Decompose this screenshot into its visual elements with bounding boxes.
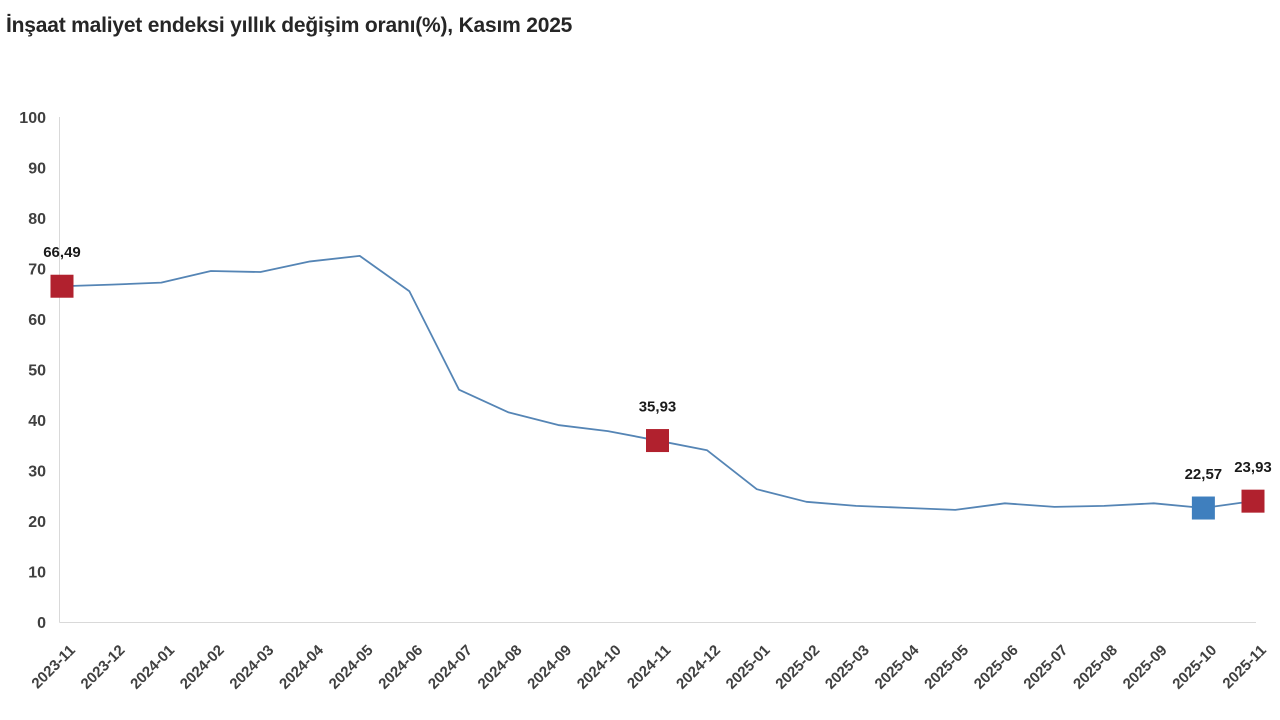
x-axis-tick-label: 2024-07 xyxy=(425,642,476,693)
y-axis-tick-label: 90 xyxy=(28,161,46,178)
data-label-2023-11: 66,49 xyxy=(43,244,81,261)
y-axis-tick-label: 100 xyxy=(19,110,46,127)
x-axis-tick-label: 2024-09 xyxy=(524,642,575,693)
highlight-marker-2025-10 xyxy=(1191,496,1215,520)
y-axis-tick-label: 60 xyxy=(28,312,46,329)
y-axis-tick-label: 40 xyxy=(28,413,46,430)
x-axis-tick-label: 2024-01 xyxy=(127,642,178,693)
x-axis-tick-label: 2024-06 xyxy=(375,642,426,693)
highlight-marker-2023-11 xyxy=(50,274,74,298)
series-line xyxy=(61,254,1254,511)
x-axis-tick-label: 2024-10 xyxy=(574,642,625,693)
x-axis-tick-label: 2023-11 xyxy=(28,642,78,692)
x-axis-tick-label: 2025-01 xyxy=(723,642,774,693)
x-axis-tick-label: 2024-03 xyxy=(226,642,277,693)
x-axis-tick-label: 2024-11 xyxy=(624,642,674,692)
x-axis-tick-label: 2025-04 xyxy=(871,641,922,692)
data-label-2025-10: 22,57 xyxy=(1185,466,1223,483)
data-label-2024-11: 35,93 xyxy=(639,399,677,416)
y-axis-tick-label: 20 xyxy=(28,514,46,531)
x-axis-tick-label: 2024-02 xyxy=(177,642,228,693)
x-axis-tick-label: 2025-03 xyxy=(822,642,873,693)
data-label-2025-11: 23,93 xyxy=(1234,459,1272,476)
y-axis-tick-label: 80 xyxy=(28,211,46,228)
x-axis-tick-label: 2024-05 xyxy=(326,642,377,693)
x-axis-tick-label: 2024-12 xyxy=(673,642,724,693)
x-axis-tick-label: 2025-02 xyxy=(772,642,823,693)
x-axis-tick-label: 2025-09 xyxy=(1120,642,1171,693)
x-axis-tick-label: 2025-05 xyxy=(921,642,972,693)
x-axis-tick-label: 2024-08 xyxy=(474,642,525,693)
y-axis-tick-label: 30 xyxy=(28,464,46,481)
x-axis-tick-label: 2024-04 xyxy=(276,641,327,692)
x-axis-tick-label: 2025-11 xyxy=(1219,642,1269,692)
y-axis-tick-label: 0 xyxy=(37,615,46,632)
y-axis-tick-label: 10 xyxy=(28,565,46,582)
x-axis-tick-label: 2025-10 xyxy=(1169,642,1220,693)
highlight-marker-2025-11 xyxy=(1241,489,1265,513)
x-axis-tick-label: 2023-12 xyxy=(77,642,128,693)
x-axis-tick-label: 2025-08 xyxy=(1070,642,1121,693)
y-axis-tick-label: 70 xyxy=(28,262,46,279)
chart-title: İnşaat maliyet endeksi yıllık değişim or… xyxy=(6,14,573,37)
x-axis-tick-label: 2025-06 xyxy=(971,642,1022,693)
highlight-marker-2024-11 xyxy=(646,429,669,453)
y-axis-tick-label: 50 xyxy=(28,363,46,380)
x-axis-tick-label: 2025-07 xyxy=(1020,642,1071,693)
